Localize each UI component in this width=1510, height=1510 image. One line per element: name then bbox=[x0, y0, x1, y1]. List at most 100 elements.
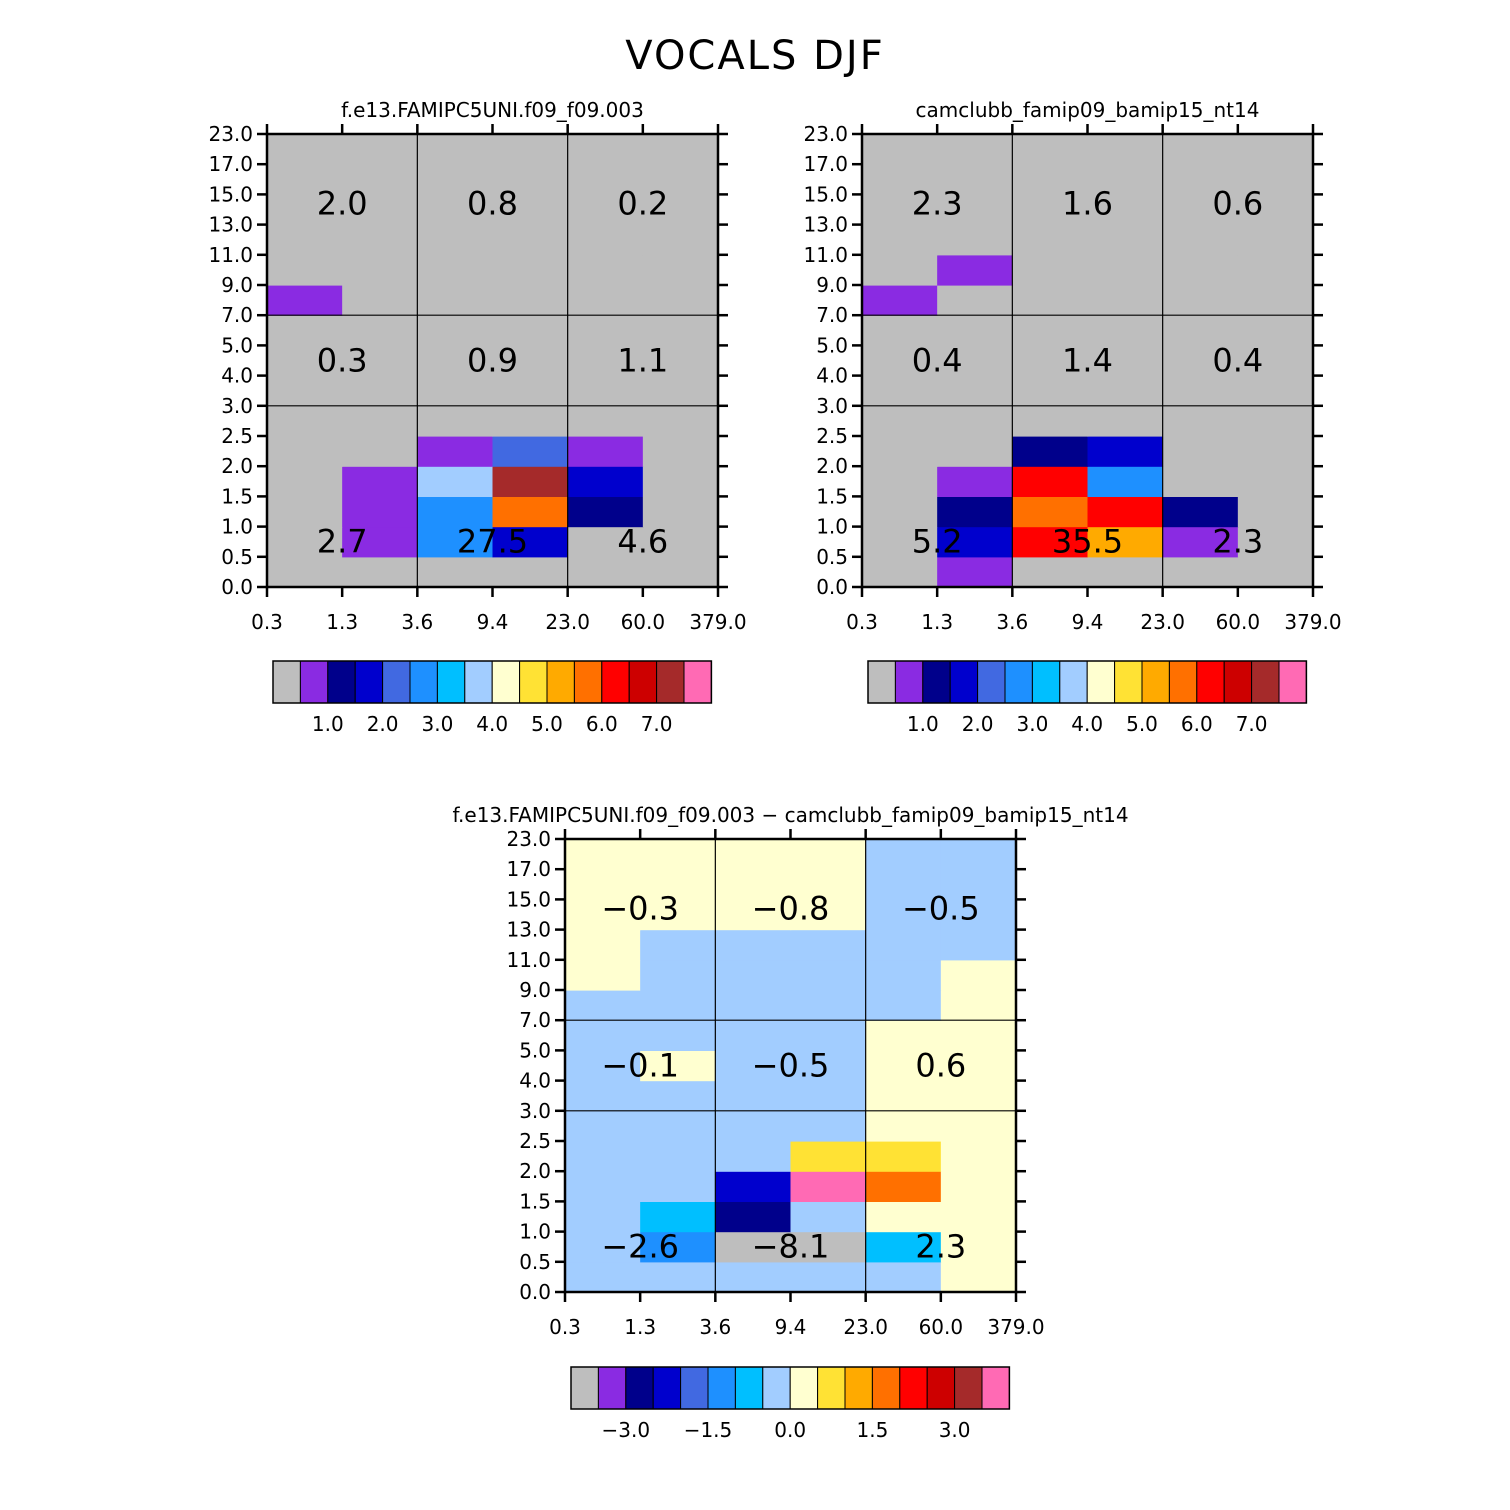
heatmap-cell bbox=[267, 224, 343, 256]
heatmap-cell bbox=[267, 315, 343, 346]
heatmap-cell bbox=[492, 375, 569, 407]
heatmap-cell bbox=[1162, 436, 1239, 467]
heatmap-cell bbox=[715, 899, 792, 931]
colorbar-swatch bbox=[601, 660, 630, 704]
heatmap-cell bbox=[567, 134, 644, 165]
heatmap-cell bbox=[862, 526, 938, 558]
heatmap-cell bbox=[492, 315, 569, 346]
heatmap-cell bbox=[790, 1020, 867, 1051]
heatmap-cell bbox=[1237, 556, 1314, 588]
heatmap-cell bbox=[1237, 224, 1314, 256]
colorbar-swatch bbox=[546, 660, 575, 704]
y-tick-label: 7.0 bbox=[816, 303, 848, 327]
colorbar-swatch bbox=[573, 660, 603, 704]
x-tick-label: 0.3 bbox=[549, 1315, 581, 1339]
heatmap-cell bbox=[492, 496, 569, 528]
colorbar-label: 6.0 bbox=[1181, 712, 1213, 736]
heatmap-cell bbox=[865, 1231, 942, 1263]
y-tick-label: 3.0 bbox=[816, 394, 848, 418]
heatmap-cell bbox=[940, 1171, 1017, 1202]
colorbar-swatch bbox=[977, 660, 1006, 704]
heatmap-cell bbox=[1237, 436, 1314, 467]
heatmap-cell bbox=[940, 1201, 1017, 1233]
group-value-label: 2.3 bbox=[912, 184, 963, 222]
group-value-label: 0.9 bbox=[467, 342, 518, 380]
heatmap-cell bbox=[417, 526, 494, 558]
heatmap-cell bbox=[865, 1171, 942, 1202]
heatmap-cell bbox=[492, 345, 569, 377]
heatmap-cell bbox=[862, 164, 938, 195]
heatmap-cell bbox=[267, 345, 343, 377]
heatmap-cell bbox=[565, 1110, 641, 1142]
heatmap-cell bbox=[862, 285, 938, 316]
colorbar-swatch bbox=[981, 1366, 1010, 1410]
heatmap-cell bbox=[417, 375, 494, 407]
heatmap-panel-difference: f.e13.FAMIPC5UNI.f09_f09.003 − camclubb_… bbox=[452, 803, 1128, 1442]
heatmap-cell bbox=[642, 496, 719, 528]
heatmap-cell bbox=[1012, 496, 1089, 528]
heatmap-cell bbox=[865, 1201, 942, 1233]
heatmap-cell bbox=[267, 254, 343, 286]
group-value-label: −0.1 bbox=[601, 1047, 679, 1085]
heatmap-cell bbox=[267, 194, 343, 226]
group-value-label: −0.5 bbox=[752, 1047, 830, 1085]
heatmap-cell bbox=[1162, 254, 1239, 286]
heatmap-cell bbox=[342, 496, 418, 528]
x-tick-label: 1.3 bbox=[624, 1315, 656, 1339]
y-tick-label: 0.0 bbox=[816, 575, 848, 599]
heatmap-cell bbox=[640, 1050, 716, 1082]
heatmap-cell bbox=[565, 1080, 641, 1112]
heatmap-cell bbox=[1237, 345, 1314, 377]
heatmap-cell bbox=[937, 164, 1013, 195]
heatmap-cell bbox=[565, 1050, 641, 1082]
heatmap-cell bbox=[790, 1050, 867, 1082]
heatmap-cell bbox=[1162, 496, 1239, 528]
colorbar-swatch bbox=[1196, 660, 1225, 704]
heatmap-cell bbox=[640, 869, 716, 900]
y-tick-label: 2.0 bbox=[816, 454, 848, 478]
colorbar-swatch bbox=[926, 1366, 956, 1410]
colorbar-frame bbox=[867, 660, 1308, 704]
colorbar-label: 4.0 bbox=[476, 712, 508, 736]
heatmap-cell bbox=[940, 899, 1017, 931]
heatmap-cell bbox=[1162, 405, 1239, 437]
y-tick-label: 1.5 bbox=[221, 484, 253, 508]
heatmap-cell bbox=[417, 405, 494, 437]
y-tick-label: 2.5 bbox=[221, 424, 253, 448]
colorbar-swatch bbox=[491, 660, 521, 704]
group-value-label: −0.3 bbox=[601, 889, 679, 927]
y-tick-label: 17.0 bbox=[208, 152, 253, 176]
heatmap-cell bbox=[1237, 315, 1314, 346]
heatmap-cell bbox=[790, 1080, 867, 1112]
heatmap-cell bbox=[790, 1171, 867, 1202]
x-tick-label: 23.0 bbox=[843, 1315, 888, 1339]
heatmap-cell bbox=[865, 929, 942, 961]
heatmap-cell bbox=[715, 990, 792, 1021]
colorbar-swatch bbox=[519, 660, 548, 704]
heatmap-cell bbox=[567, 466, 644, 497]
heatmap-cell bbox=[937, 375, 1013, 407]
y-tick-label: 3.0 bbox=[519, 1099, 551, 1123]
heatmap-cell bbox=[642, 164, 719, 195]
heatmap-cell bbox=[1162, 164, 1239, 195]
group-value-label: 2.0 bbox=[317, 184, 368, 222]
heatmap-cell bbox=[642, 556, 719, 588]
heatmap-cell bbox=[1162, 194, 1239, 226]
group-value-label: 1.1 bbox=[617, 342, 668, 380]
heatmap-cell bbox=[640, 1201, 716, 1233]
heatmap-cell bbox=[567, 224, 644, 256]
y-tick-label: 23.0 bbox=[506, 827, 551, 851]
y-tick-label: 7.0 bbox=[519, 1008, 551, 1032]
heatmap-cell bbox=[865, 1080, 942, 1112]
y-tick-label: 11.0 bbox=[506, 948, 551, 972]
heatmap-cell bbox=[1087, 556, 1164, 588]
heatmap-cell bbox=[417, 224, 494, 256]
heatmap-cell bbox=[715, 1110, 792, 1142]
colorbar-swatch bbox=[1114, 660, 1143, 704]
heatmap-cell bbox=[937, 436, 1013, 467]
heatmap-cell bbox=[940, 1141, 1017, 1172]
group-value-label: 0.6 bbox=[1212, 184, 1263, 222]
heatmap-cell bbox=[940, 990, 1017, 1021]
y-tick-label: 5.0 bbox=[221, 333, 253, 357]
group-value-label: 2.7 bbox=[317, 523, 368, 561]
